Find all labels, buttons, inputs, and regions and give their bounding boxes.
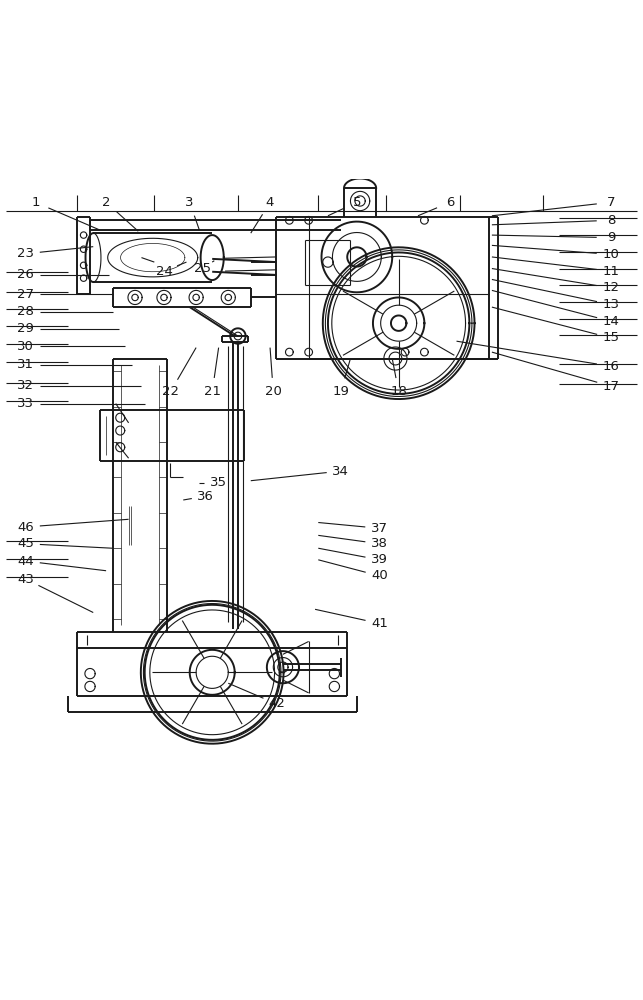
Text: 35: 35 bbox=[210, 476, 227, 489]
Text: 10: 10 bbox=[602, 248, 619, 261]
Text: 37: 37 bbox=[371, 522, 388, 535]
Text: 33: 33 bbox=[17, 397, 34, 410]
Text: 23: 23 bbox=[17, 247, 34, 260]
Text: 38: 38 bbox=[371, 537, 388, 550]
Text: 9: 9 bbox=[606, 231, 615, 244]
Text: 36: 36 bbox=[197, 490, 214, 503]
Text: 16: 16 bbox=[602, 360, 619, 373]
Text: 11: 11 bbox=[602, 265, 619, 278]
Text: 15: 15 bbox=[602, 331, 619, 344]
Text: 6: 6 bbox=[446, 196, 455, 209]
Text: 43: 43 bbox=[17, 573, 34, 586]
Text: 4: 4 bbox=[266, 196, 275, 209]
Text: 5: 5 bbox=[352, 196, 361, 209]
Text: 21: 21 bbox=[204, 385, 221, 398]
Text: 41: 41 bbox=[371, 617, 388, 630]
Text: 39: 39 bbox=[371, 553, 388, 566]
Text: 46: 46 bbox=[17, 521, 34, 534]
Text: 17: 17 bbox=[602, 380, 619, 393]
Text: 7: 7 bbox=[606, 196, 615, 209]
Text: 26: 26 bbox=[17, 268, 34, 281]
Text: 1: 1 bbox=[31, 196, 40, 209]
Text: 12: 12 bbox=[602, 281, 619, 294]
Text: 30: 30 bbox=[17, 340, 34, 353]
Text: 13: 13 bbox=[602, 298, 619, 311]
Text: 29: 29 bbox=[17, 322, 34, 335]
Text: 19: 19 bbox=[332, 385, 349, 398]
Text: 32: 32 bbox=[17, 379, 34, 392]
Text: 45: 45 bbox=[17, 537, 34, 550]
Text: 22: 22 bbox=[162, 385, 179, 398]
Text: 3: 3 bbox=[185, 196, 194, 209]
Text: 14: 14 bbox=[602, 315, 619, 328]
Text: 28: 28 bbox=[17, 305, 34, 318]
Text: 20: 20 bbox=[265, 385, 282, 398]
Text: 2: 2 bbox=[102, 196, 111, 209]
Text: 24: 24 bbox=[156, 265, 172, 278]
Text: 44: 44 bbox=[17, 555, 34, 568]
Text: 31: 31 bbox=[17, 358, 34, 371]
Text: 8: 8 bbox=[606, 214, 615, 227]
Text: 42: 42 bbox=[268, 697, 285, 710]
Text: 40: 40 bbox=[371, 569, 388, 582]
Text: 25: 25 bbox=[194, 262, 211, 275]
Text: 27: 27 bbox=[17, 288, 34, 301]
Text: 34: 34 bbox=[332, 465, 349, 478]
Text: 18: 18 bbox=[390, 385, 407, 398]
